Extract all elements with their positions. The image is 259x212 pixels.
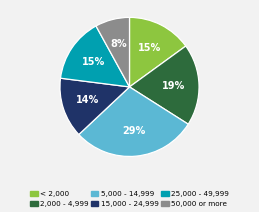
Wedge shape bbox=[61, 26, 130, 87]
Wedge shape bbox=[60, 78, 130, 135]
Wedge shape bbox=[96, 17, 130, 87]
Wedge shape bbox=[130, 46, 199, 124]
Wedge shape bbox=[130, 17, 186, 87]
Text: 29%: 29% bbox=[122, 126, 145, 135]
Text: 8%: 8% bbox=[110, 39, 127, 49]
Wedge shape bbox=[79, 87, 188, 156]
Text: 15%: 15% bbox=[82, 57, 105, 67]
Legend: < 2,000, 2,000 - 4,999, 5,000 - 14,999, 15,000 - 24,999, 25,000 - 49,999, 50,000: < 2,000, 2,000 - 4,999, 5,000 - 14,999, … bbox=[29, 189, 230, 208]
Text: 14%: 14% bbox=[76, 95, 99, 105]
Text: 15%: 15% bbox=[138, 43, 161, 53]
Text: 19%: 19% bbox=[162, 81, 185, 91]
